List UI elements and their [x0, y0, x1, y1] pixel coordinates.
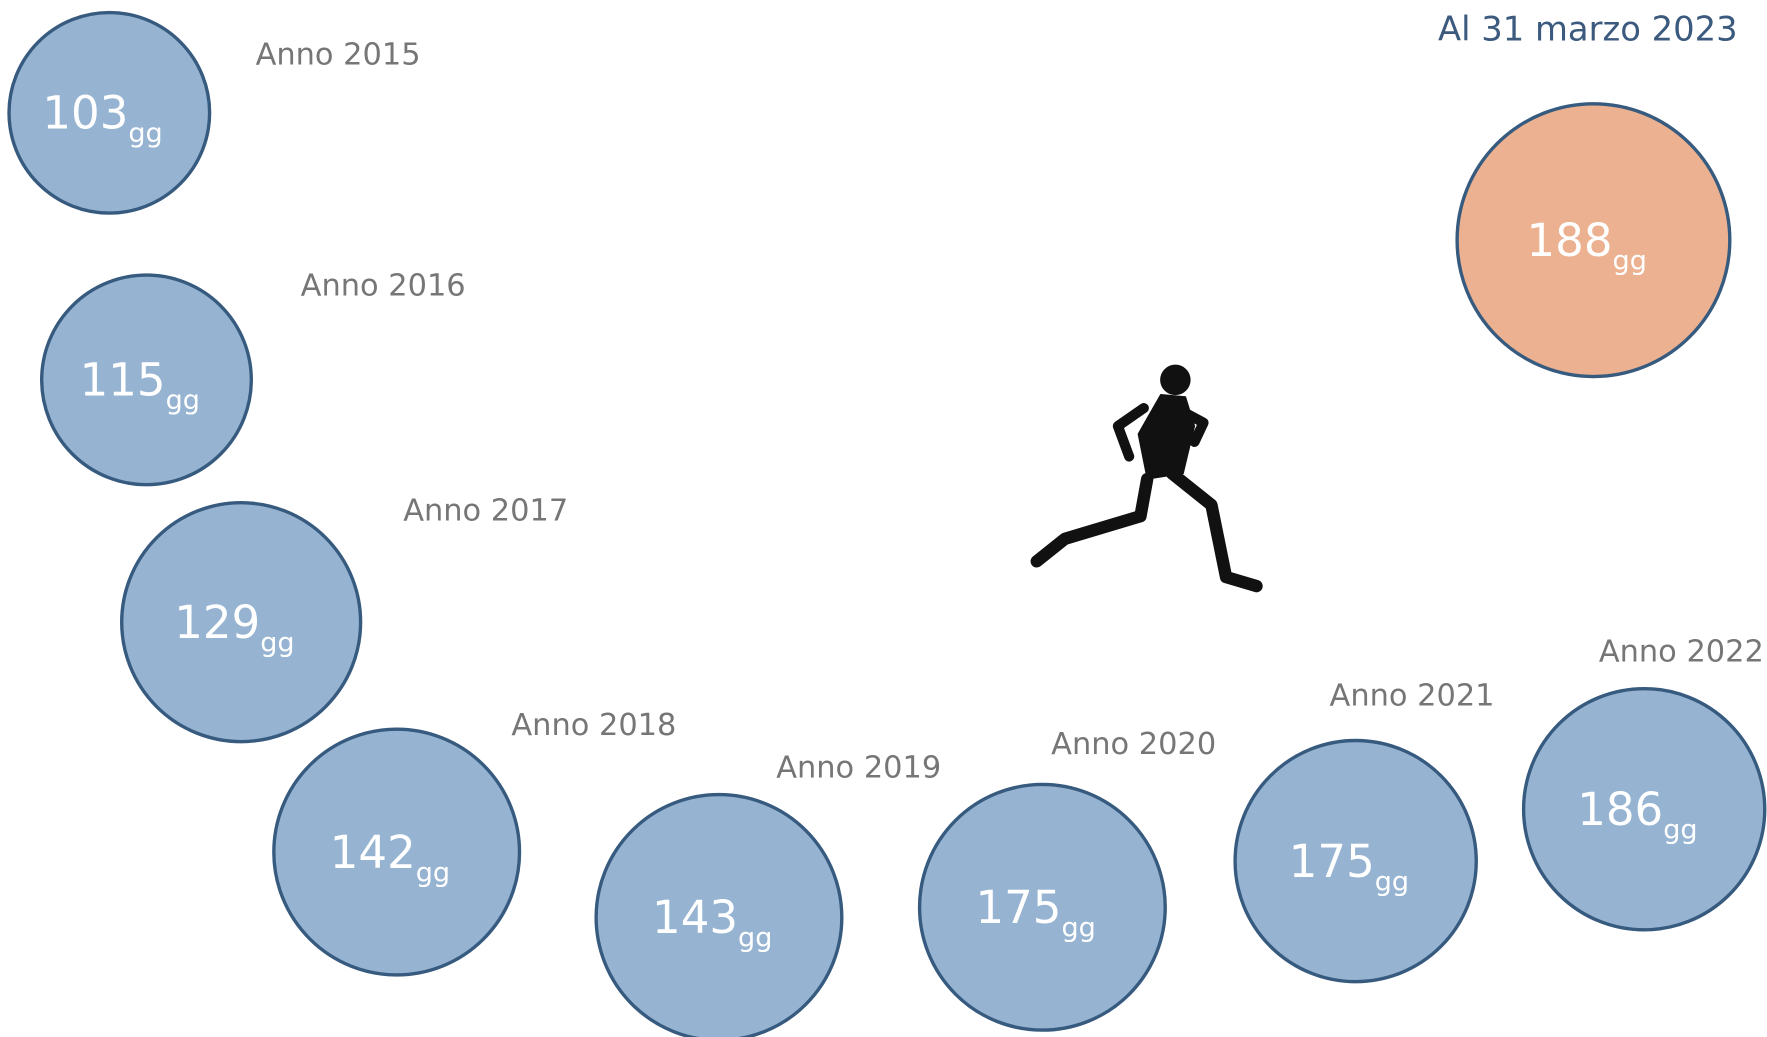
unit: gg — [260, 627, 294, 658]
value: 188 — [1527, 214, 1613, 267]
value: 142 — [330, 826, 416, 879]
year-label: Anno 2015 — [256, 37, 421, 72]
runner-icon — [1030, 364, 1263, 593]
bubble — [40, 273, 253, 487]
unit: gg — [128, 118, 162, 149]
bubble — [120, 501, 363, 744]
unit: gg — [166, 385, 200, 416]
bubble-value: 103gg — [42, 87, 162, 150]
bubble-value: 115gg — [80, 354, 200, 417]
bubble — [917, 782, 1167, 1032]
bubble-value: 175gg — [1289, 835, 1409, 898]
unit: gg — [738, 923, 772, 954]
title: Al 31 marzo 2023 — [1438, 10, 1738, 49]
year-label: Anno 2017 — [403, 494, 568, 529]
value: 175 — [975, 881, 1061, 934]
unit: gg — [1613, 245, 1647, 276]
unit: gg — [1663, 815, 1697, 846]
bubble — [1521, 686, 1767, 932]
value: 129 — [174, 596, 260, 649]
bubble-value: 129gg — [174, 596, 294, 659]
year-label: Anno 2018 — [511, 708, 676, 743]
year-label: Anno 2019 — [776, 751, 941, 786]
value: 103 — [42, 87, 128, 140]
value: 175 — [1289, 835, 1375, 888]
unit: gg — [1061, 913, 1095, 944]
year-label: Anno 2020 — [1051, 727, 1216, 762]
year-label: Anno 2022 — [1599, 635, 1764, 670]
year-label: Anno 2021 — [1330, 679, 1495, 714]
value: 115 — [80, 354, 166, 407]
bubble — [1455, 102, 1732, 379]
unit: gg — [416, 857, 450, 888]
value: 186 — [1577, 783, 1663, 836]
bubble-value: 143gg — [652, 891, 772, 954]
bubble-value: 175gg — [975, 881, 1095, 944]
bubble-value: 186gg — [1577, 783, 1697, 846]
unit: gg — [1375, 866, 1409, 897]
value: 143 — [652, 891, 738, 944]
bubble — [1233, 738, 1478, 984]
bubble — [7, 10, 212, 215]
year-label: Anno 2016 — [301, 268, 466, 303]
bubble-value: 188gg — [1527, 214, 1647, 277]
bubble — [594, 792, 844, 1037]
bubble-value: 142gg — [330, 826, 450, 889]
bubble — [272, 727, 522, 977]
